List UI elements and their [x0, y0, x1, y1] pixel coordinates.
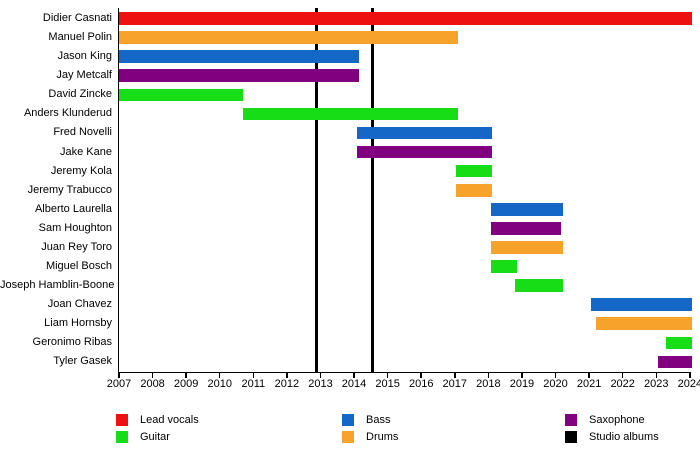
- member-tenure-bar: [490, 222, 562, 235]
- member-name-label: Jay Metcalf: [56, 69, 112, 82]
- member-name-label: Jeremy Kola: [50, 164, 112, 177]
- member-tenure-bar: [595, 317, 692, 331]
- member-name-label: Tyler Gasek: [53, 355, 112, 368]
- legend-label: Guitar: [140, 430, 170, 443]
- x-tick: [588, 373, 590, 378]
- member-tenure-bar: [119, 69, 360, 83]
- x-tick: [521, 373, 523, 378]
- member-tenure-bar: [665, 336, 692, 350]
- x-tick: [554, 373, 557, 378]
- member-tenure-bar: [455, 164, 492, 178]
- x-tick-label: 2020: [543, 378, 568, 390]
- x-tick: [454, 373, 456, 378]
- legend-swatch-guitar: [116, 430, 128, 443]
- x-tick-label: 2019: [509, 378, 535, 390]
- legend-swatch-saxophone: [565, 414, 577, 426]
- member-tenure-bar: [455, 183, 492, 197]
- x-tick: [353, 373, 355, 378]
- legend-swatch-drums: [342, 430, 354, 443]
- member-name-label: Sam Houghton: [38, 221, 112, 234]
- member-name-label: Joseph Hamblin-Boone: [0, 279, 115, 292]
- legend-label: Drums: [366, 430, 399, 443]
- member-tenure-bar: [243, 107, 459, 121]
- legend-label: Lead vocals: [140, 414, 199, 426]
- x-tick-label: 2015: [375, 378, 400, 390]
- x-axis-line: [117, 371, 692, 373]
- x-tick-label: 2009: [173, 378, 199, 390]
- member-name-label: Alberto Laurella: [34, 202, 112, 215]
- legend-label: Saxophone: [589, 414, 645, 426]
- member-tenure-bar: [119, 31, 459, 44]
- x-tick: [252, 373, 255, 378]
- member-tenure-bar: [119, 88, 244, 102]
- x-tick-label: 2021: [576, 378, 602, 390]
- member-name-label: Liam Hornsby: [44, 317, 112, 330]
- member-name-label: Didier Casnati: [42, 12, 112, 24]
- x-tick-label: 2022: [610, 378, 635, 390]
- member-name-label: Jason King: [57, 50, 112, 63]
- x-tick: [689, 373, 691, 378]
- x-tick-label: 2024: [677, 378, 700, 390]
- x-tick: [118, 373, 120, 378]
- x-tick-label: 2011: [241, 378, 266, 390]
- member-tenure-bar: [119, 12, 692, 25]
- legend-swatch-bass: [342, 414, 354, 426]
- legend-swatch-lead-vocals: [116, 414, 128, 426]
- member-tenure-bar: [119, 50, 360, 63]
- x-tick-label: 2018: [476, 378, 501, 390]
- x-tick-label: 2010: [207, 378, 232, 390]
- legend-label: Bass: [366, 414, 391, 426]
- x-tick: [420, 373, 422, 378]
- x-tick: [487, 373, 490, 378]
- x-tick: [286, 373, 288, 378]
- x-tick-label: 2016: [408, 378, 434, 390]
- member-name-label: Jeremy Trabucco: [27, 183, 112, 196]
- x-tick: [218, 373, 221, 378]
- member-name-label: Fred Novelli: [53, 126, 112, 139]
- member-name-label: Jake Kane: [60, 145, 112, 158]
- member-tenure-bar: [657, 355, 692, 369]
- member-tenure-bar: [490, 241, 563, 254]
- y-axis-line: [117, 8, 119, 373]
- x-tick-label: 2017: [442, 378, 468, 390]
- member-tenure-bar: [490, 202, 563, 216]
- member-tenure-bar: [515, 279, 563, 292]
- studio-album-line: [314, 8, 318, 372]
- x-tick-label: 2013: [308, 378, 333, 390]
- member-name-label: David Zincke: [48, 88, 112, 101]
- legend-label: Studio albums: [589, 430, 659, 443]
- member-tenure-bar: [357, 145, 493, 159]
- member-name-label: Manuel Polin: [48, 31, 112, 44]
- x-tick-label: 2012: [274, 378, 300, 390]
- x-tick: [185, 373, 187, 378]
- x-tick-label: 2014: [341, 378, 367, 390]
- x-tick: [655, 373, 658, 378]
- member-name-label: Miguel Bosch: [45, 260, 112, 273]
- member-tenure-bar: [490, 260, 517, 273]
- x-tick: [151, 373, 154, 378]
- studio-album-line: [370, 8, 374, 372]
- member-tenure-bar: [357, 126, 493, 140]
- member-name-label: Anders Klunderud: [23, 107, 112, 120]
- member-name-label: Joan Chavez: [47, 298, 112, 311]
- x-tick-label: 2007: [106, 378, 132, 390]
- member-name-label: Geronimo Ribas: [32, 336, 112, 349]
- x-tick: [386, 373, 389, 378]
- x-tick-label: 2008: [140, 378, 165, 390]
- x-tick: [319, 373, 322, 378]
- member-tenure-bar: [590, 298, 692, 311]
- x-tick-label: 2023: [644, 378, 669, 390]
- member-name-label: Juan Rey Toro: [41, 240, 112, 253]
- legend-swatch-studio-albums: [565, 430, 577, 443]
- x-tick: [621, 373, 624, 378]
